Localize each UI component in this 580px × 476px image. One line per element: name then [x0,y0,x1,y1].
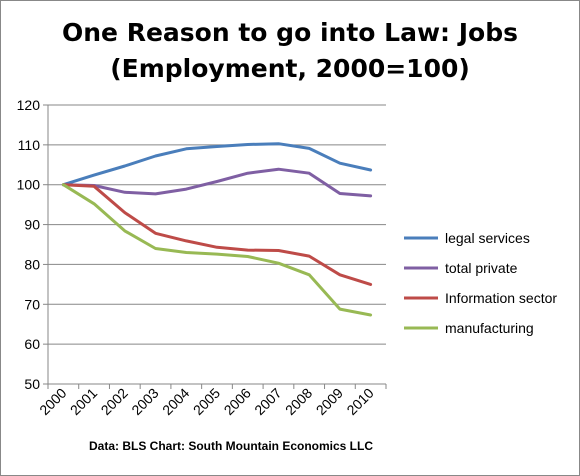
source-note: Data: BLS Chart: South Mountain Economic… [89,439,373,453]
y-tick-label: 120 [17,97,41,113]
series-line-2 [61,167,373,198]
chart-title-line-2: (Employment, 2000=100) [110,54,470,83]
y-tick-label: 70 [24,296,40,312]
x-tick-label: 2008 [282,385,315,418]
series-line-4 [61,183,373,317]
chart-title: One Reason to go into Law: Jobs (Employm… [1,15,579,87]
legend-label: Information sector [445,290,557,306]
x-tick-label: 2003 [128,385,161,418]
y-tick-label: 60 [24,336,40,352]
x-tick-label: 2009 [313,385,346,418]
chart-title-line-1: One Reason to go into Law: Jobs [62,18,518,47]
y-tick-label: 90 [24,217,40,233]
x-tick-label: 2010 [343,385,376,418]
x-tick-label: 2007 [251,385,284,418]
legend: legal services total private Information s… [404,230,557,336]
series-line-1 [61,142,373,187]
series-lines [61,142,373,317]
y-tick-label: 80 [24,256,40,272]
x-tick-label: 2005 [190,385,223,418]
x-tick-label: 2002 [98,385,131,418]
legend-label: legal services [445,230,530,246]
y-tick-label: 50 [24,376,40,392]
y-tick-label: 110 [18,137,41,153]
x-tick-label: 2000 [36,385,69,418]
gridlines [48,104,386,345]
x-tick-label: 2004 [159,385,192,418]
legend-label: manufacturing [445,320,534,336]
x-tick-label: 2001 [67,385,100,418]
legend-label: total private [445,260,518,276]
series-line-3 [61,183,373,286]
x-tick-label: 2006 [221,385,254,418]
y-tick-label: 100 [17,177,41,193]
